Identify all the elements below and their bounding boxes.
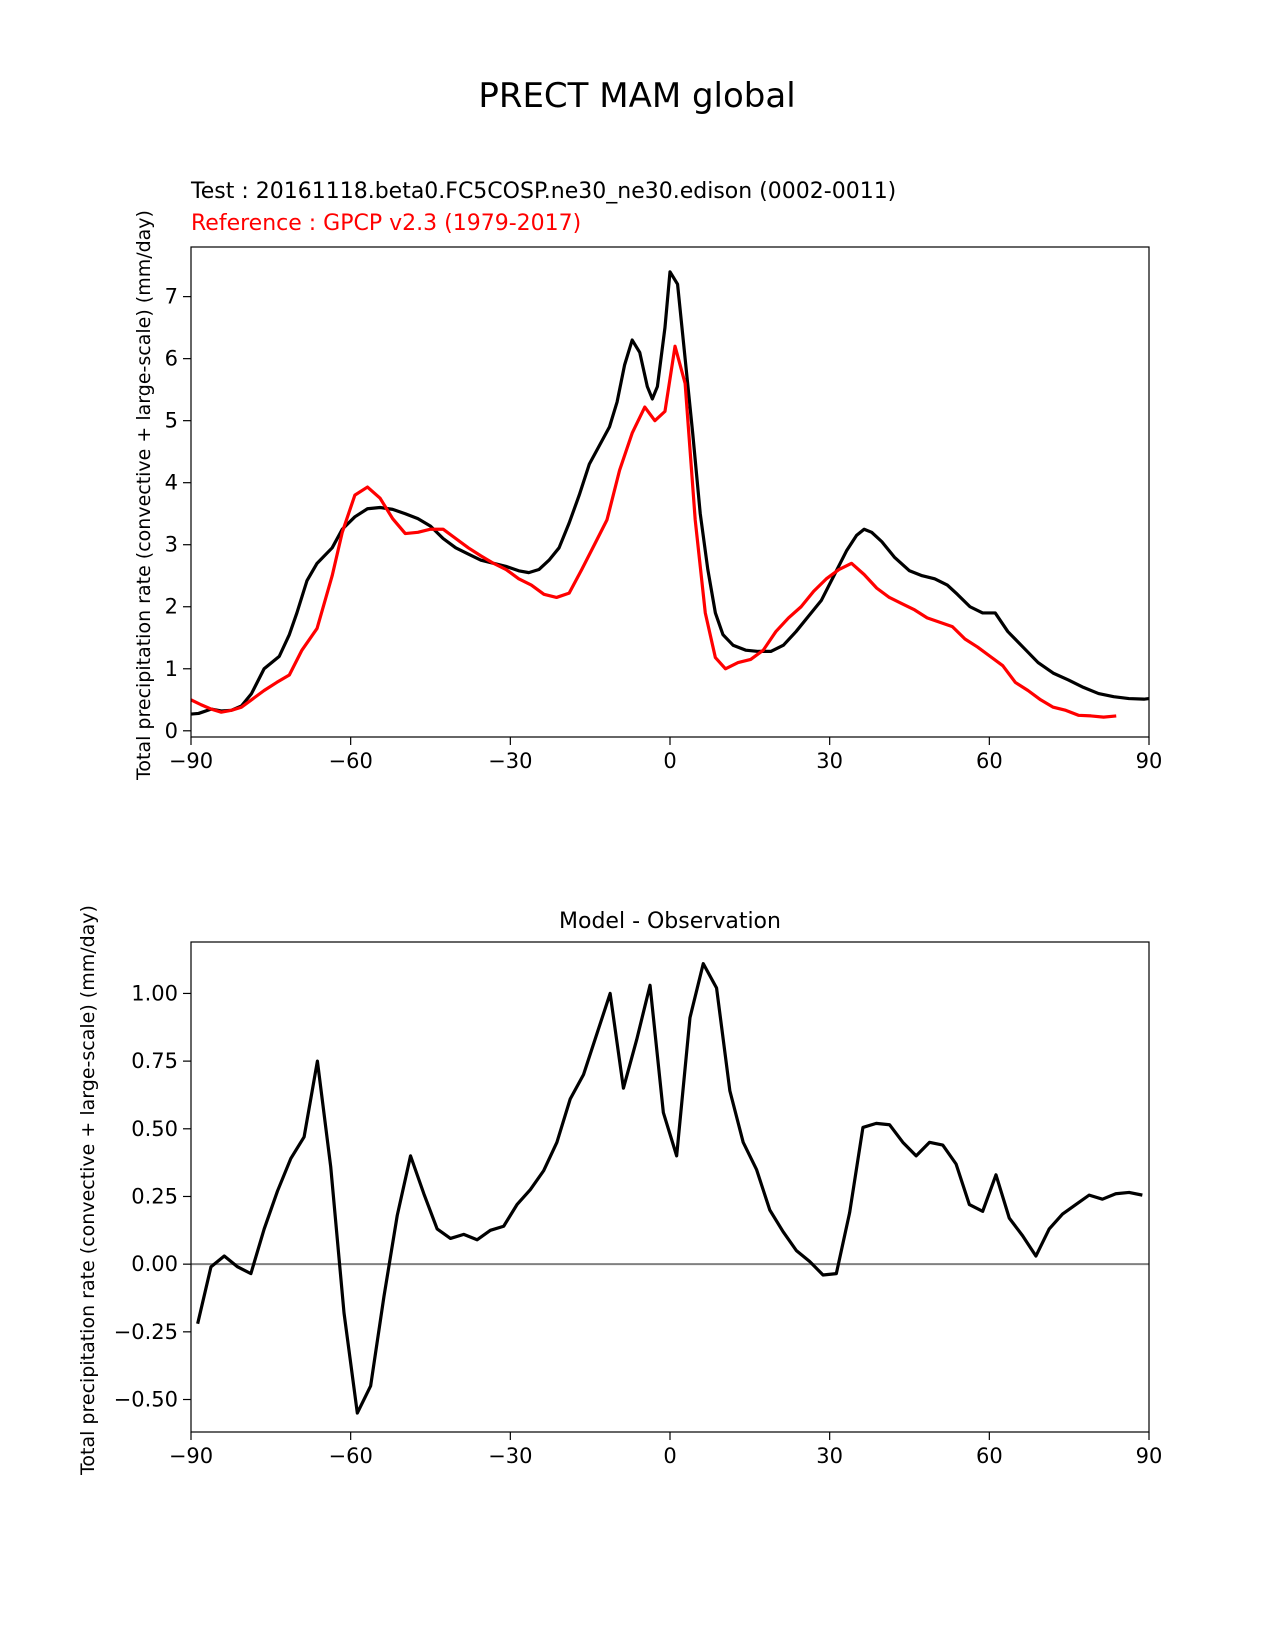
y-tick-label: 0.25: [131, 1184, 178, 1208]
bottom-chart: Model - Observation Total precipitation …: [77, 905, 1162, 1476]
y-tick-label: 0.00: [131, 1252, 178, 1276]
y-tick-label: 6: [165, 347, 178, 371]
series-line-0: [196, 962, 1143, 1415]
x-tick-label: 60: [976, 749, 1003, 773]
bottom-y-ticks: −0.50 −0.25 0.00 0.25 0.50 0.75 1.00: [114, 981, 191, 1412]
bottom-y-axis-label: Total precipitation rate (convective + l…: [77, 905, 99, 1476]
y-tick-label: 2: [165, 595, 178, 619]
y-tick-label: 5: [165, 409, 178, 433]
x-tick-label: 30: [816, 749, 843, 773]
x-tick-label: 0: [663, 1444, 676, 1468]
y-tick-label: 1: [165, 657, 178, 681]
bottom-series: [191, 962, 1149, 1415]
top-series: [191, 270, 1149, 719]
bottom-x-ticks: −90 −60 −30 0 30 60 90: [169, 1432, 1163, 1468]
y-tick-label: 3: [165, 533, 178, 557]
top-x-ticks: −90 −60 −30 0 30 60 90: [169, 737, 1163, 773]
y-tick-label: 7: [165, 285, 178, 309]
x-tick-label: −90: [169, 1444, 213, 1468]
y-tick-label: 0.50: [131, 1117, 178, 1141]
top-reference-subtitle: Reference : GPCP v2.3 (1979-2017): [191, 211, 581, 236]
bottom-title: Model - Observation: [559, 909, 781, 934]
x-tick-label: 90: [1136, 749, 1163, 773]
y-tick-label: 0.75: [131, 1049, 178, 1073]
y-tick-label: 4: [165, 471, 178, 495]
x-tick-label: −60: [329, 749, 373, 773]
bottom-plot-frame: [190, 941, 1150, 1433]
x-tick-label: −30: [488, 1444, 532, 1468]
top-plot-frame: [190, 246, 1150, 738]
series-line-1: [191, 344, 1117, 719]
x-tick-label: 90: [1136, 1444, 1163, 1468]
x-tick-label: 60: [976, 1444, 1003, 1468]
y-tick-label: −0.50: [114, 1388, 178, 1412]
series-line-0: [191, 270, 1149, 716]
y-tick-label: 0: [165, 719, 178, 743]
top-test-subtitle: Test : 20161118.beta0.FC5COSP.ne30_ne30.…: [190, 179, 896, 204]
y-tick-label: −0.25: [114, 1320, 178, 1344]
x-tick-label: 0: [663, 749, 676, 773]
top-y-axis-label: Total precipitation rate (convective + l…: [133, 210, 155, 781]
x-tick-label: −30: [488, 749, 532, 773]
top-y-ticks: 0 1 2 3 4 5 6 7: [165, 285, 191, 743]
y-tick-label: 1.00: [131, 981, 178, 1005]
figure-title: PRECT MAM global: [478, 76, 795, 116]
x-tick-label: 30: [816, 1444, 843, 1468]
x-tick-label: −90: [169, 749, 213, 773]
top-chart: Test : 20161118.beta0.FC5COSP.ne30_ne30.…: [133, 179, 1162, 781]
x-tick-label: −60: [329, 1444, 373, 1468]
